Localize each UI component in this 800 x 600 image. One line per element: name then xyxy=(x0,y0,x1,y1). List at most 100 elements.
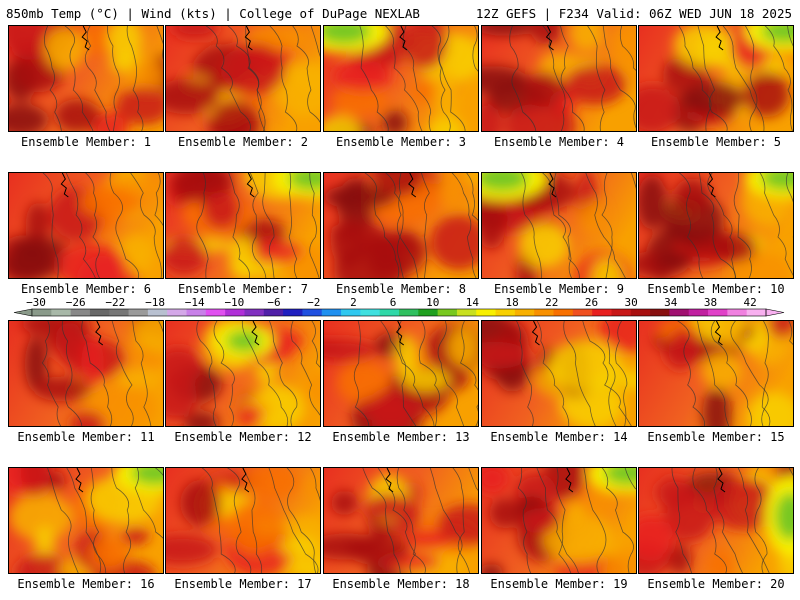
colorbar-right-arrow xyxy=(765,308,785,317)
colorbar-segment xyxy=(128,309,149,316)
ensemble-member-map xyxy=(8,25,164,132)
ensemble-member-label: Ensemble Member: 12 xyxy=(174,430,312,444)
colorbar-tick-label: 18 xyxy=(505,296,518,309)
colorbar-tick-label: 14 xyxy=(466,296,480,309)
contour-lines xyxy=(516,321,632,426)
colorbar-segment xyxy=(341,309,361,316)
colorbar-tick-label: 34 xyxy=(664,296,678,309)
colorbar-segment xyxy=(688,309,709,316)
ensemble-member-label: Ensemble Member: 2 xyxy=(177,135,309,149)
temperature-colorbar: −30 −26 −22 −18 −14 −10 −6 −2 2 6 10 14 18 22 26 30 34 38… xyxy=(13,296,785,317)
colorbar-segment xyxy=(32,309,52,316)
coastline xyxy=(531,321,540,346)
colorbar-tick-label: 38 xyxy=(704,296,717,309)
colorbar-segment xyxy=(167,309,188,316)
contour-lines xyxy=(44,26,163,131)
ensemble-member-map xyxy=(165,25,321,132)
coastline xyxy=(95,321,104,346)
ensemble-member-map xyxy=(8,467,164,574)
colorbar-segment xyxy=(592,309,612,316)
coastline xyxy=(246,173,255,198)
coastline xyxy=(714,321,723,346)
coastline xyxy=(241,468,250,493)
colorbar-tick-label: −30 xyxy=(26,296,46,309)
coastline xyxy=(396,321,405,346)
contour-lines xyxy=(205,26,320,131)
colorbar-segment xyxy=(70,309,91,316)
ensemble-member-label: Ensemble Member: 14 xyxy=(490,430,628,444)
colorbar-segment xyxy=(244,309,265,316)
contour-lines xyxy=(359,26,478,131)
ensemble-member-label: Ensemble Member: 9 xyxy=(493,282,625,296)
ensemble-member-map xyxy=(481,25,637,132)
colorbar-segment xyxy=(225,309,245,316)
coastline xyxy=(251,321,260,346)
model-run-info: 12Z GEFS | F234 Valid: 06Z WED JUN 18 20… xyxy=(475,6,792,21)
colorbar-tick-label: −18 xyxy=(145,296,165,309)
contour-lines xyxy=(42,173,163,278)
coastline xyxy=(244,26,253,51)
ensemble-member-label: Ensemble Member: 13 xyxy=(332,430,470,444)
colorbar-segment xyxy=(89,309,110,316)
colorbar-segment xyxy=(746,309,767,316)
colorbar-tick-label: 26 xyxy=(585,296,598,309)
coastline xyxy=(715,26,724,51)
colorbar-segment xyxy=(611,309,632,316)
colorbar-segment xyxy=(147,309,168,316)
colorbar-segment xyxy=(399,309,419,316)
colorbar-tick-label: 10 xyxy=(426,296,439,309)
coastline xyxy=(60,173,69,198)
ensemble-member-map xyxy=(638,467,794,574)
colorbar-segment xyxy=(630,309,651,316)
coastline xyxy=(399,26,408,51)
colorbar-segment xyxy=(302,309,323,316)
ensemble-member-label: Ensemble Member: 4 xyxy=(493,135,625,149)
colorbar-tick-label: −2 xyxy=(307,296,320,309)
contour-lines xyxy=(678,26,793,131)
contour-lines xyxy=(362,468,478,573)
colorbar-segment xyxy=(514,309,535,316)
ensemble-member-label: Ensemble Member: 20 xyxy=(647,577,785,591)
ensemble-member-map xyxy=(8,172,164,279)
contour-lines xyxy=(520,173,636,278)
ensemble-member-label: Ensemble Member: 19 xyxy=(490,577,628,591)
colorbar-segment xyxy=(553,309,574,316)
coastline xyxy=(548,173,557,198)
colorbar-segment xyxy=(456,309,477,316)
ensemble-member-label: Ensemble Member: 3 xyxy=(335,135,467,149)
ensemble-member-map xyxy=(638,25,794,132)
colorbar-segment xyxy=(205,309,226,316)
contour-lines xyxy=(41,321,163,426)
coastline xyxy=(81,26,90,51)
colorbar-segment xyxy=(669,309,690,316)
colorbar-segment xyxy=(495,309,516,316)
contour-lines xyxy=(196,173,320,278)
colorbar-tick-label: 22 xyxy=(545,296,558,309)
ensemble-member-map xyxy=(481,320,637,427)
ensemble-member-map xyxy=(8,320,164,427)
ensemble-member-label: Ensemble Member: 7 xyxy=(177,282,309,296)
coastline xyxy=(385,468,394,493)
coastline xyxy=(545,26,554,51)
colorbar-segment xyxy=(437,309,458,316)
colorbar-segment xyxy=(109,309,130,316)
colorbar-segment xyxy=(186,309,207,316)
contour-lines xyxy=(47,468,163,573)
ensemble-member-label: Ensemble Member: 18 xyxy=(332,577,470,591)
colorbar-segment xyxy=(650,309,670,316)
ensemble-member-map xyxy=(323,172,479,279)
ensemble-member-map xyxy=(165,467,321,574)
coastline xyxy=(408,173,417,198)
ensemble-member-map xyxy=(323,25,479,132)
colorbar-tick-label: 6 xyxy=(390,296,397,309)
ensemble-member-label: Ensemble Member: 16 xyxy=(17,577,155,591)
coastline xyxy=(75,468,84,493)
ensemble-member-label: Ensemble Member: 10 xyxy=(647,282,785,296)
ensemble-member-label: Ensemble Member: 5 xyxy=(650,135,782,149)
colorbar-segment xyxy=(263,309,284,316)
colorbar-left-arrow xyxy=(13,308,33,317)
colorbar-tick-label: −26 xyxy=(66,296,86,309)
coastline xyxy=(717,468,726,493)
contour-lines xyxy=(677,321,793,426)
contour-lines xyxy=(671,468,793,573)
